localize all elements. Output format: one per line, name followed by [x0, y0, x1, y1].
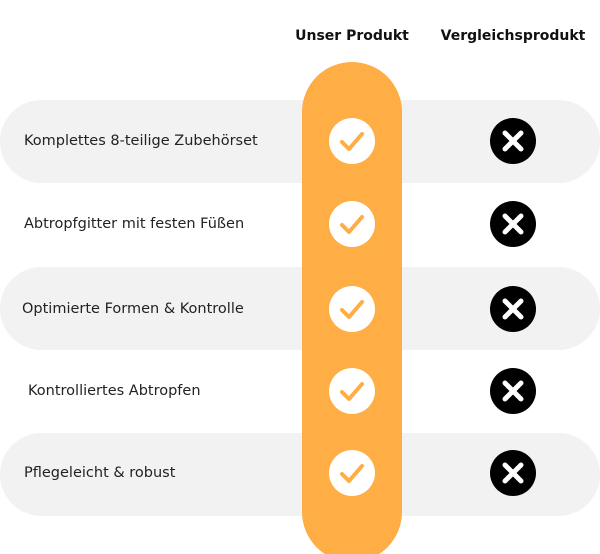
- cross-icon: [490, 201, 536, 247]
- feature-label: Abtropfgitter mit festen Füßen: [24, 216, 245, 232]
- cross-icon: [490, 368, 536, 414]
- cross-icon: [490, 450, 536, 496]
- check-icon: [329, 201, 375, 247]
- feature-label: Pflegeleicht & robust: [24, 465, 176, 481]
- feature-label: Kontrolliertes Abtropfen: [28, 383, 201, 399]
- header-comparison-product: Vergleichsprodukt: [440, 28, 586, 44]
- feature-label: Optimierte Formen & Kontrolle: [22, 301, 244, 317]
- feature-label: Komplettes 8-teilige Zubehörset: [24, 133, 258, 149]
- check-icon: [329, 450, 375, 496]
- cross-icon: [490, 118, 536, 164]
- check-icon: [329, 368, 375, 414]
- check-icon: [329, 286, 375, 332]
- header-our-product: Unser Produkt: [295, 28, 409, 44]
- cross-icon: [490, 286, 536, 332]
- check-icon: [329, 118, 375, 164]
